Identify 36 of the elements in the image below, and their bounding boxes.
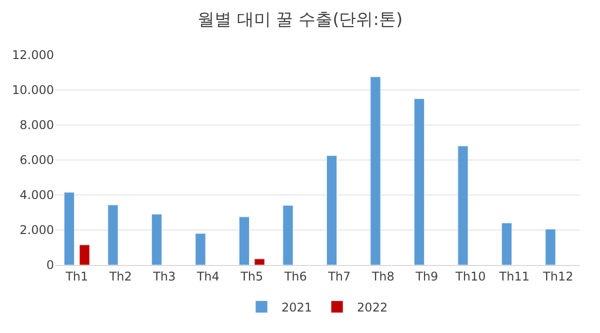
- legend-label: 2022: [357, 300, 388, 314]
- bar: [238, 216, 250, 265]
- y-tick-label: 8.000: [20, 118, 54, 132]
- x-tick-label: Th3: [152, 269, 176, 284]
- bar: [108, 204, 118, 265]
- bar: [326, 155, 337, 265]
- y-tick-label: 2.000: [20, 223, 54, 238]
- bar: [414, 98, 424, 265]
- bar: [370, 76, 381, 265]
- x-tick-label: Th10: [454, 269, 486, 284]
- bar: [501, 222, 512, 265]
- x-tick-label: Th2: [108, 269, 132, 284]
- legend-label: 2021: [282, 300, 312, 314]
- y-tick-label: 12.000: [12, 48, 54, 62]
- x-tick-label: Th4: [196, 269, 220, 284]
- bar: [64, 192, 74, 265]
- x-tick-label: Th6: [283, 269, 307, 284]
- y-tick-label: 10.000: [12, 83, 54, 98]
- bar: [151, 214, 162, 265]
- x-tick-label: Th1: [64, 269, 88, 284]
- x-tick-label: Th12: [542, 269, 574, 284]
- bar: [195, 233, 206, 265]
- chart-title: 월별 대미 꿀 수출(단위:톤): [197, 10, 403, 30]
- bar: [458, 146, 468, 265]
- bar: [79, 244, 90, 265]
- y-tick-label: 4.000: [20, 188, 54, 202]
- bar: [282, 205, 294, 265]
- x-tick-label: Th5: [240, 269, 264, 284]
- x-tick-label: Th7: [327, 269, 351, 284]
- x-tick-label: Th9: [414, 269, 438, 284]
- bar: [254, 258, 265, 265]
- y-tick-label: 0: [46, 258, 54, 272]
- bar: [545, 228, 556, 265]
- y-tick-label: 6.000: [20, 153, 54, 168]
- x-tick-label: Th11: [498, 269, 530, 284]
- x-tick-label: Th8: [370, 269, 394, 284]
